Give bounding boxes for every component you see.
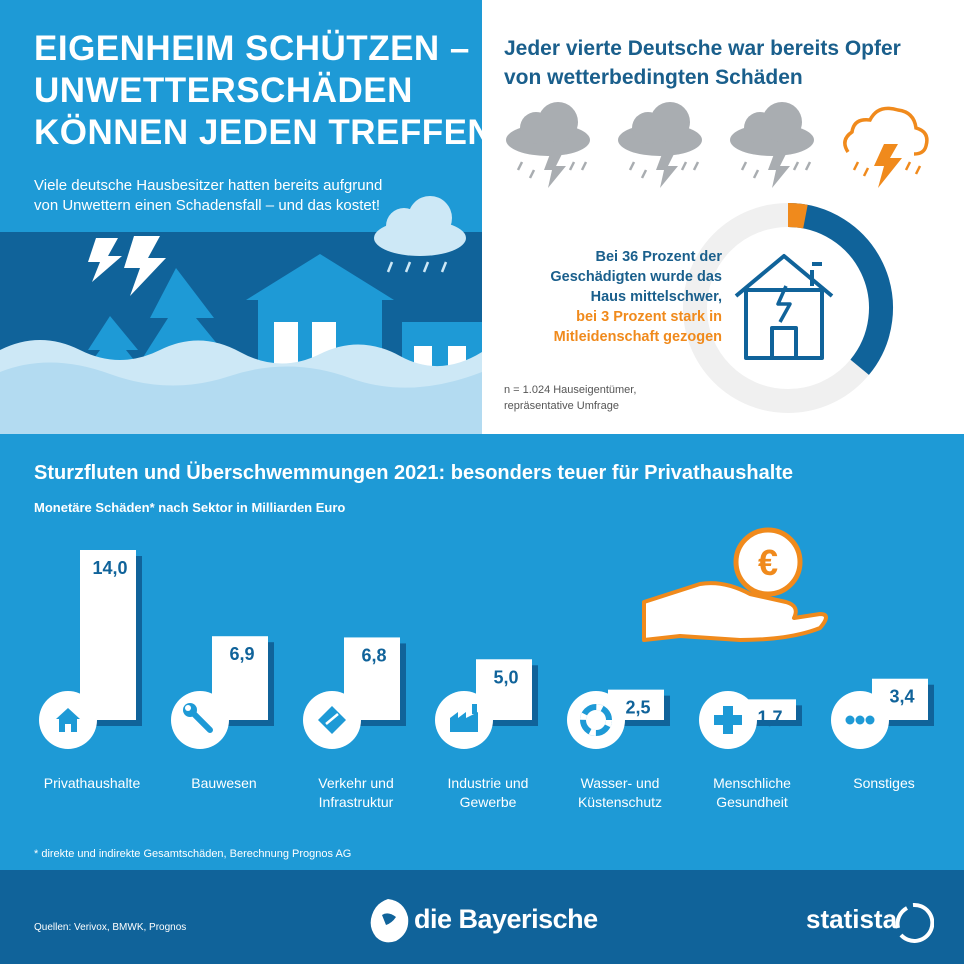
statista-ring-icon [895,902,934,943]
bar-value-label: 6,9 [229,644,254,664]
category-label: Menschliche Gesundheit [713,775,791,810]
chart-subtitle: Monetäre Schäden* nach Sektor in Milliar… [34,500,346,515]
house-icon [39,691,97,749]
hero-subtitle: Viele deutsche Hausbesitzer hatten berei… [34,177,383,214]
factory-icon [435,691,493,749]
category-label: Wasser- und Küstenschutz [577,775,663,810]
bar [80,550,136,720]
damage-bar-chart: € 14,0 6,9 6,8 5,0 2,5 1,7 3,4 [39,527,934,749]
medical-cross-icon [699,691,757,749]
bar-value-label: 2,5 [625,698,650,718]
sources-text: Quellen: Verivox, BMWK, Prognos [34,922,187,933]
survey-callout: Bei 36 Prozent der Geschädigten wurde da… [550,249,722,345]
chart-title: Sturzfluten und Überschwemmungen 2021: b… [34,462,794,484]
donut-severe-arc [787,203,808,229]
donut-medium-arc [787,203,893,375]
storm-cloud-icon [618,102,702,188]
wrench-icon [171,691,229,749]
storm-cloud-highlight-icon [843,106,929,188]
category-label: Bauwesen [191,775,257,791]
money-hand-icon: € [642,527,828,642]
more-dots-icon [831,691,889,749]
brand-name: die Bayerische [414,904,598,934]
storm-house-illustration [0,196,482,434]
bar-value-label: 3,4 [889,687,914,707]
category-label: Sonstiges [853,775,915,791]
statista-logo: statista [806,904,898,934]
bar-value-label: 6,8 [361,645,386,665]
category-label: Verkehr und Infrastruktur [318,775,394,810]
hero-title: EIGENHEIM SCHÜTZEN – UNWETTERSCHÄDEN KÖN… [34,29,494,152]
lifebuoy-icon [567,691,625,749]
footer [0,870,964,964]
storm-cloud-icon [506,102,590,188]
bar-value-label: 5,0 [493,667,518,687]
category-label: Privathaushalte [43,775,141,791]
bar-value-label: 1,7 [757,707,782,727]
lion-logo-icon [370,899,409,943]
lightning-bolt-icon [88,238,122,282]
damage-donut [683,203,893,413]
bar-value-label: 14,0 [92,558,127,578]
category-label: Industrie und Gewerbe [447,775,529,810]
survey-note: n = 1.024 Hauseigentümer, repräsentative… [504,384,637,412]
damaged-house-icon [734,254,834,360]
chart-footnote: * direkte und indirekte Gesamtschäden, B… [34,848,352,860]
svg-text:€: € [758,542,778,583]
survey-title: Jeder vierte Deutsche war bereits Opfer … [504,37,901,89]
storm-cloud-icon [730,102,814,188]
lightning-bolt-icon [124,236,166,296]
rain-cloud-icon [374,196,466,273]
road-sign-icon [303,691,361,749]
